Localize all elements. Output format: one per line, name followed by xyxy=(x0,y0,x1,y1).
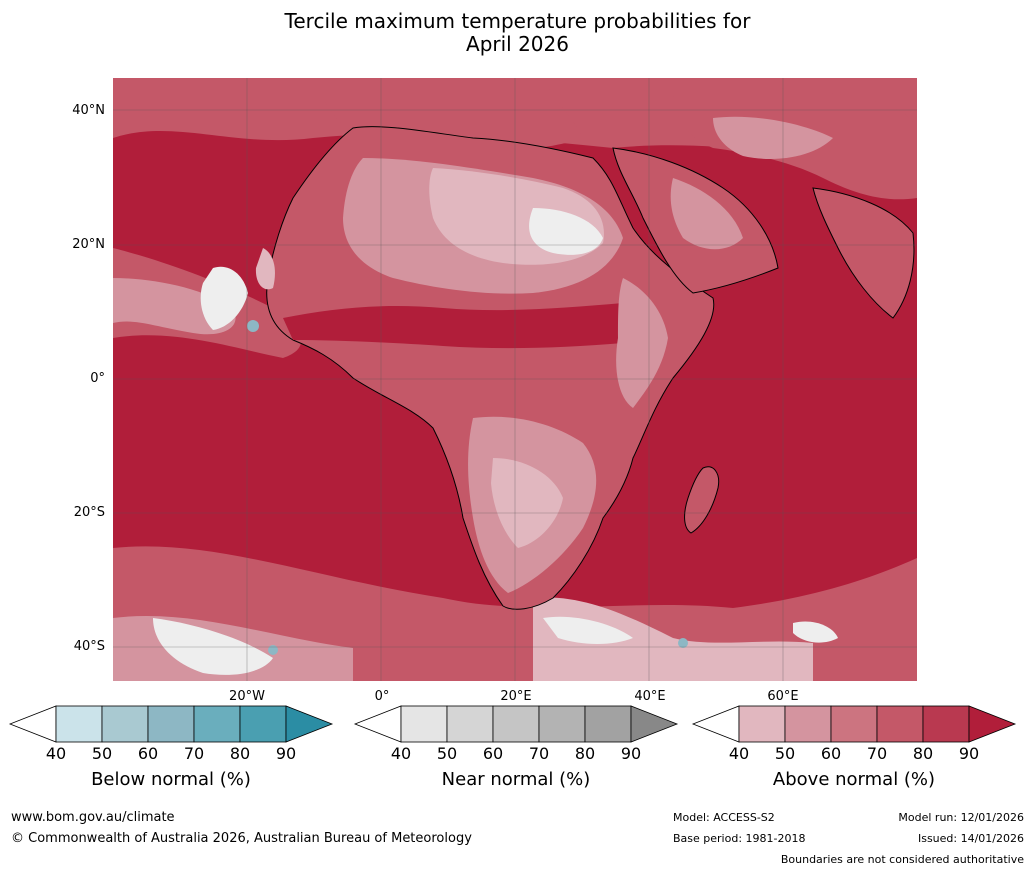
colorbar-left-arrow xyxy=(691,705,740,743)
southern-africa-lower xyxy=(491,458,563,548)
legend-below-normal: 40 50 60 70 80 90 Below normal (%) xyxy=(8,705,334,796)
footer-url: www.bom.gov.au/climate xyxy=(11,810,175,825)
colorbar-below-normal xyxy=(8,705,334,743)
legend-tick: 90 xyxy=(620,744,642,763)
colorbar-near-normal xyxy=(353,705,679,743)
lat-label-0: 0° xyxy=(90,371,105,386)
legend-tick: 70 xyxy=(183,744,205,763)
map-title: Tercile maximum temperature probabilitie… xyxy=(0,10,1035,56)
colorbar-left-arrow xyxy=(353,705,402,743)
southern-ocean-low xyxy=(533,597,813,681)
lat-label-20n: 20°N xyxy=(72,237,105,252)
colorbar-right-arrow xyxy=(630,705,679,743)
title-line-1: Tercile maximum temperature probabilitie… xyxy=(284,9,751,33)
colorbar-segment xyxy=(193,705,241,743)
iran-low-zone xyxy=(713,116,833,159)
colorbar-segment xyxy=(239,705,287,743)
lat-label-40n: 40°N xyxy=(72,103,105,118)
legend-tick: 50 xyxy=(91,744,113,763)
colorbar-segment xyxy=(538,705,586,743)
colorbar-left-arrow xyxy=(8,705,57,743)
legend-tick: 90 xyxy=(958,744,980,763)
lon-label-60e: 60°E xyxy=(767,689,799,704)
lat-label-20s: 20°S xyxy=(73,505,105,520)
below-normal-patch-indian xyxy=(678,638,688,648)
sudan-near-normal xyxy=(529,208,603,255)
coastal-low-strip xyxy=(255,248,275,290)
legend-tick: 40 xyxy=(390,744,412,763)
colorbar-segment xyxy=(784,705,832,743)
legend-caption: Below normal (%) xyxy=(91,769,251,790)
arabia-low-zone xyxy=(670,178,743,250)
footer-base-period: Base period: 1981-2018 xyxy=(673,832,806,845)
colorbar-segment xyxy=(101,705,149,743)
legend-tick: 50 xyxy=(774,744,796,763)
legend-tick: 70 xyxy=(528,744,550,763)
east-africa-zone xyxy=(616,278,668,408)
lon-label-0: 0° xyxy=(374,689,390,704)
legend-tick: 80 xyxy=(574,744,596,763)
probability-map xyxy=(113,78,917,681)
legend-tick: 60 xyxy=(820,744,842,763)
sahel-band xyxy=(283,303,638,349)
legend-tick: 60 xyxy=(482,744,504,763)
west-africa-coast-patch xyxy=(200,266,248,330)
footer-issued: Issued: 14/01/2026 xyxy=(917,832,1024,845)
cape-near-normal-patch xyxy=(543,616,633,644)
legend-tick: 60 xyxy=(137,744,159,763)
legend-near-normal: 40 50 60 70 80 90 Near normal (%) xyxy=(353,705,679,796)
below-normal-patch-atlantic xyxy=(247,320,259,332)
colorbar-segment xyxy=(446,705,494,743)
colorbar-segment xyxy=(830,705,878,743)
colorbar-segment xyxy=(400,705,448,743)
colorbar-segment xyxy=(922,705,970,743)
lon-label-20w: 20°W xyxy=(229,689,265,704)
south-atlantic-patch xyxy=(153,618,273,675)
legend-tick: 70 xyxy=(866,744,888,763)
title-line-2: April 2026 xyxy=(466,32,569,56)
legend-tick: 80 xyxy=(912,744,934,763)
footer-disclaimer: Boundaries are not considered authoritat… xyxy=(780,853,1024,866)
footer-model-run: Model run: 12/01/2026 xyxy=(898,811,1024,824)
colorbar-segment xyxy=(147,705,195,743)
lon-label-20e: 20°E xyxy=(500,689,532,704)
colorbar-segment xyxy=(738,705,786,743)
indian-ocean-patch xyxy=(793,621,838,643)
colorbar-right-arrow xyxy=(968,705,1017,743)
lon-label-40e: 40°E xyxy=(634,689,666,704)
legend-tick: 50 xyxy=(436,744,458,763)
legend-tick: 40 xyxy=(728,744,750,763)
colorbar-segment xyxy=(55,705,103,743)
legend-tick: 90 xyxy=(275,744,297,763)
map-svg xyxy=(113,78,917,681)
madagascar-land xyxy=(684,466,720,534)
colorbar-segment xyxy=(492,705,540,743)
graticule xyxy=(113,78,917,681)
colorbar-above-normal xyxy=(691,705,1017,743)
footer-model: Model: ACCESS-S2 xyxy=(673,811,775,824)
legend-tick: 80 xyxy=(229,744,251,763)
legend-tick: 40 xyxy=(45,744,67,763)
colorbar-segment xyxy=(876,705,924,743)
lat-label-40s: 40°S xyxy=(73,639,105,654)
below-normal-patch-south xyxy=(268,645,278,655)
legend-above-normal: 40 50 60 70 80 90 Above normal (%) xyxy=(691,705,1017,796)
colorbar-right-arrow xyxy=(285,705,334,743)
legend-caption: Near normal (%) xyxy=(441,769,591,790)
tropical-atlantic-low xyxy=(113,278,236,335)
india-land xyxy=(812,187,915,319)
colorbar-segment xyxy=(584,705,632,743)
legend-caption: Above normal (%) xyxy=(772,769,936,790)
footer-copyright: © Commonwealth of Australia 2026, Austra… xyxy=(11,831,472,846)
